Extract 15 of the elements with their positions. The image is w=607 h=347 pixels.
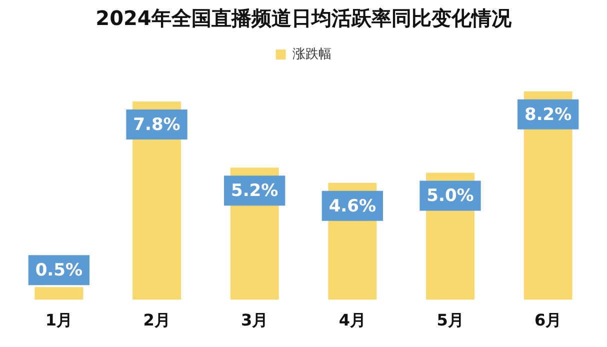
chart-title: 2024年全国直播频道日均活跃率同比变化情况 bbox=[96, 6, 512, 30]
x-tick-label: 3月 bbox=[241, 310, 268, 330]
x-tick-label: 6月 bbox=[534, 310, 562, 330]
x-tick-label: 5月 bbox=[436, 310, 464, 330]
data-label: 0.5% bbox=[35, 260, 82, 281]
x-tick-label: 1月 bbox=[45, 310, 72, 330]
data-label: 8.2% bbox=[524, 104, 572, 125]
data-label: 5.0% bbox=[426, 186, 474, 206]
data-label: 5.2% bbox=[231, 181, 278, 202]
bar bbox=[34, 287, 84, 300]
x-tick-label: 4月 bbox=[338, 310, 366, 330]
x-tick-label: 2月 bbox=[143, 310, 170, 330]
data-label: 4.6% bbox=[328, 196, 376, 216]
data-label: 7.8% bbox=[133, 114, 180, 135]
legend-label: 涨跌幅 bbox=[292, 46, 332, 62]
